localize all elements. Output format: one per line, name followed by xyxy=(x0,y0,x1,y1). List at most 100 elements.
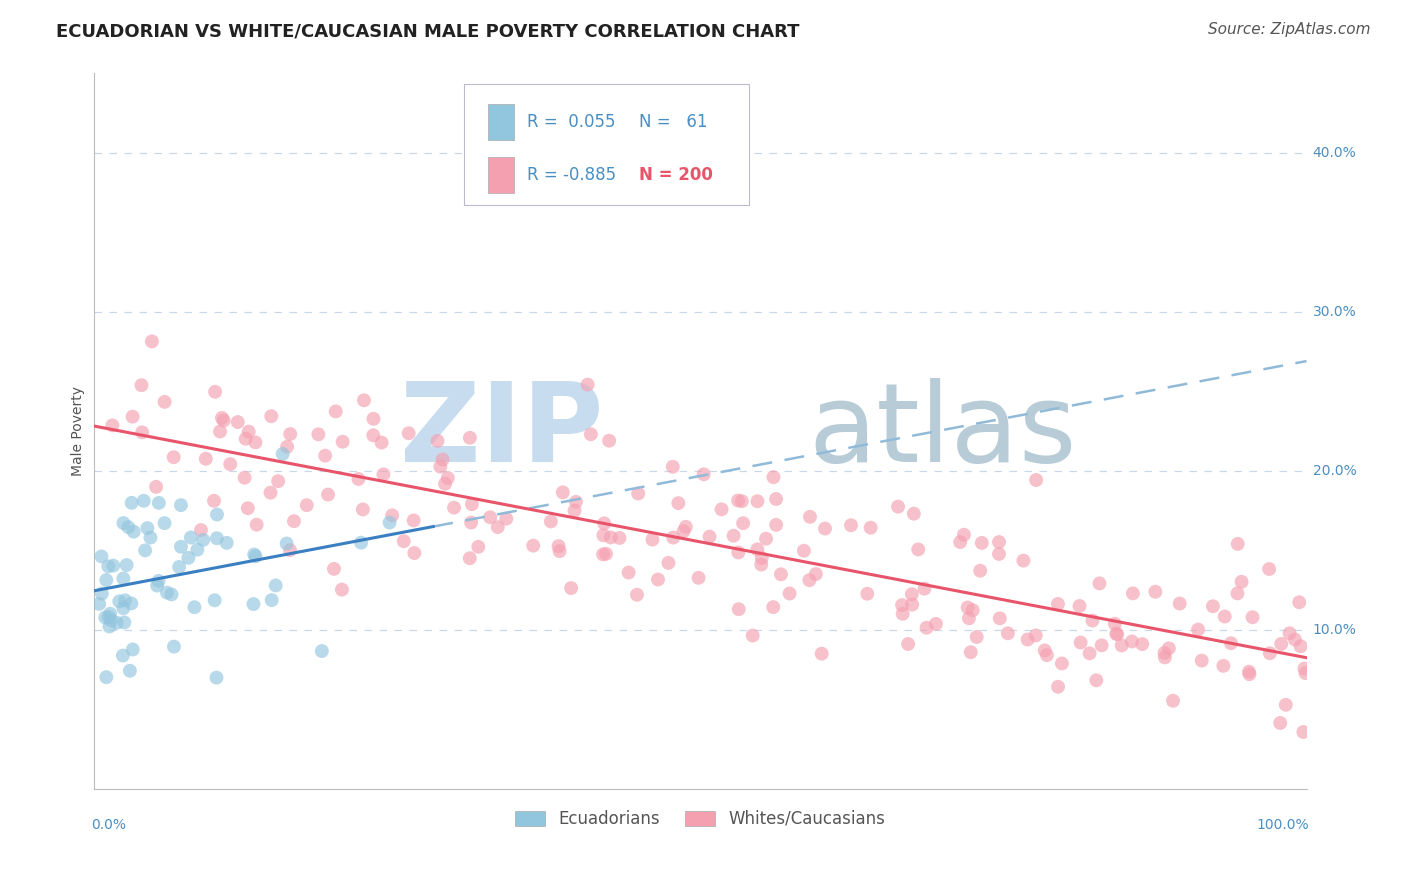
Point xyxy=(793,543,815,558)
Point xyxy=(617,566,640,580)
Text: Source: ZipAtlas.com: Source: ZipAtlas.com xyxy=(1208,22,1371,37)
Point xyxy=(122,524,145,539)
Point xyxy=(957,611,980,625)
Point xyxy=(565,495,588,509)
Point xyxy=(662,459,685,474)
Point xyxy=(762,470,785,484)
Point xyxy=(121,642,143,657)
Point xyxy=(243,548,266,562)
Point xyxy=(233,471,256,485)
Point xyxy=(897,637,920,651)
Point xyxy=(363,412,385,426)
Point xyxy=(211,411,233,425)
Point xyxy=(121,496,143,510)
Point xyxy=(1295,666,1317,681)
Point xyxy=(1078,646,1101,660)
Point xyxy=(699,530,721,544)
Point xyxy=(769,567,792,582)
Point xyxy=(1187,623,1209,637)
Point xyxy=(307,427,329,442)
Point xyxy=(755,532,778,546)
Point xyxy=(839,518,862,533)
Point xyxy=(323,562,346,576)
Point xyxy=(548,544,571,558)
Point xyxy=(278,427,301,442)
Point xyxy=(1239,667,1261,681)
Point xyxy=(460,516,482,530)
Point xyxy=(901,598,924,612)
Point xyxy=(205,671,228,685)
Point xyxy=(132,493,155,508)
Point xyxy=(859,521,882,535)
Point xyxy=(675,520,697,534)
Point xyxy=(731,494,754,508)
Point xyxy=(733,516,755,531)
Point xyxy=(103,558,125,573)
Point xyxy=(887,500,910,514)
Point xyxy=(765,517,787,532)
Point xyxy=(1012,553,1035,567)
Point xyxy=(1226,586,1249,600)
Point xyxy=(202,493,225,508)
Point xyxy=(205,508,228,522)
Point xyxy=(1191,654,1213,668)
Point xyxy=(398,426,420,441)
Point xyxy=(747,542,769,557)
Point xyxy=(907,542,929,557)
Point xyxy=(1220,636,1243,650)
Text: ZIP: ZIP xyxy=(399,377,603,484)
Point xyxy=(378,516,401,530)
Point xyxy=(914,582,936,596)
Point xyxy=(1017,632,1039,647)
Point xyxy=(666,496,689,510)
Point xyxy=(105,615,128,630)
Point xyxy=(1292,725,1315,739)
Point xyxy=(672,524,695,539)
Point xyxy=(114,593,136,607)
Point xyxy=(564,503,586,517)
Point xyxy=(1025,628,1047,642)
Point xyxy=(1069,599,1091,613)
Point xyxy=(762,600,785,615)
Point xyxy=(352,502,374,516)
Point xyxy=(94,610,117,624)
Point xyxy=(219,457,242,471)
Point xyxy=(392,534,415,549)
Point xyxy=(1088,576,1111,591)
Text: ECUADORIAN VS WHITE/CAUCASIAN MALE POVERTY CORRELATION CHART: ECUADORIAN VS WHITE/CAUCASIAN MALE POVER… xyxy=(56,22,800,40)
Point xyxy=(437,471,460,485)
Point xyxy=(903,507,925,521)
Text: 40.0%: 40.0% xyxy=(1313,145,1357,160)
Point xyxy=(131,378,153,392)
Point xyxy=(350,535,373,549)
Point xyxy=(741,628,763,642)
Point xyxy=(90,586,112,600)
Point xyxy=(814,522,837,536)
Point xyxy=(891,598,914,612)
Point xyxy=(97,559,120,574)
Point xyxy=(121,409,143,424)
Point xyxy=(956,600,979,615)
Point xyxy=(111,648,134,663)
Point xyxy=(988,611,1011,625)
Point xyxy=(461,497,484,511)
Point xyxy=(112,615,135,630)
Point xyxy=(810,647,832,661)
Point xyxy=(1157,641,1180,656)
Point xyxy=(1122,586,1144,600)
Point xyxy=(1294,662,1316,676)
Point xyxy=(186,542,208,557)
Point xyxy=(264,578,287,592)
Point xyxy=(112,516,135,530)
Point xyxy=(1046,597,1069,611)
Point xyxy=(212,413,235,427)
Point xyxy=(1241,610,1264,624)
Point xyxy=(153,395,176,409)
Point xyxy=(370,435,392,450)
Point xyxy=(915,621,938,635)
Point xyxy=(117,520,139,534)
Point xyxy=(1284,632,1306,647)
Point xyxy=(662,531,685,545)
Point xyxy=(316,487,339,501)
Point xyxy=(148,574,170,588)
